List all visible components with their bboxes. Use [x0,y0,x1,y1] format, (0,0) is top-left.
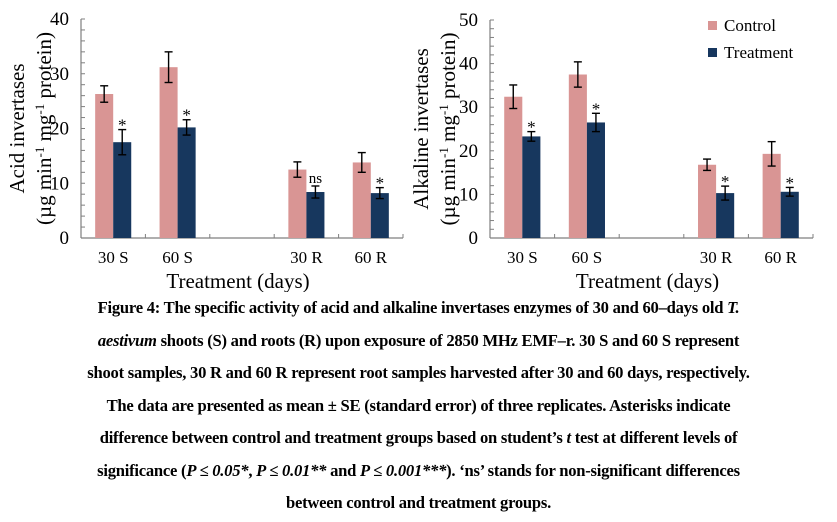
legend-swatch-treatment [708,48,717,57]
caption-line: between control and treatment groups. [0,487,837,520]
y-tick-label: 30 [459,97,478,118]
caption-italic: P ≤ 0.05* [186,460,249,480]
y-axis-label: Alkaline invertases (µg min-1 mg-1 protei… [409,32,461,225]
caption-line: aestivum shoots (S) and roots (R) upon e… [0,325,837,358]
bar-treatment [113,142,132,238]
x-tick-label: 60 R [764,248,797,267]
label-part: mg [436,115,460,148]
caption-line: The data are presented as mean ± SE (sta… [0,390,837,423]
y-axis-label-line1: Acid invertases [5,63,29,193]
x-axis-label: Treatment (days) [576,269,719,292]
bar-control [698,164,717,238]
caption-text: difference between control and treatment… [99,428,567,447]
x-tick-label: 60 S [572,248,603,267]
y-tick-label: 30 [50,64,69,85]
bar-treatment [780,191,799,238]
caption-text: and [326,460,360,480]
x-axis-label: Treatment (days) [166,269,309,292]
y-tick-label: 20 [459,141,478,162]
legend-label-treatment: Treatment [724,43,794,62]
y-tick-label: 20 [50,119,69,140]
superscript: -1 [436,104,451,115]
x-tick-label: 60 R [355,248,388,267]
caption-text: significance ( [97,460,187,480]
y-tick-label: 10 [50,173,69,194]
significance-label: * [592,99,601,118]
x-tick-label: 30 R [290,248,323,267]
caption-text: shoot samples, 30 R and 60 R represent r… [87,363,750,382]
superscript: -1 [436,147,451,158]
bar-control [95,94,114,238]
acid-invertase-chart: 0 10 20 30 40 30 S 60 S 30 R 60 R * * ns * Acid inver… [0,0,410,297]
label-part: protein) [436,32,460,104]
significance-label: * [721,172,730,191]
bar-treatment [522,136,541,238]
caption-line: Figure 4: The specific activity of acid … [0,292,837,325]
caption-line: shoot samples, 30 R and 60 R represent r… [0,357,837,390]
significance-label: ns [309,171,323,187]
caption-line: difference between control and treatment… [0,422,837,455]
caption-text: ). ‘ns’ stands for non-significant diffe… [446,460,740,480]
bar-treatment [177,127,196,238]
acid-invertase-chart-svg: 0 10 20 30 40 30 S 60 S 30 R 60 R * * ns * Acid inver… [5,9,404,293]
bar-treatment [586,122,605,238]
y-tick-label: 40 [459,54,478,75]
alkaline-invertase-chart: 0 10 20 30 40 50 30 S 60 S 30 R 60 R * * * * Alkaline … [409,0,837,297]
label-part: mg [32,114,56,147]
x-tick-label: 30 R [700,248,733,267]
superscript: -1 [32,147,47,158]
significance-label: * [118,116,127,135]
y-tick-label: 0 [469,228,479,249]
bar-control [568,74,587,238]
y-tick-label: 10 [459,184,478,205]
legend-swatch-control [708,21,717,30]
caption-text: shoots (S) and roots (R) upon exposure o… [156,330,740,350]
bar-treatment [716,193,735,238]
y-axis-label: Acid invertases (µg min-1 mg-1 protein) [5,32,56,225]
caption-italic: P ≤ 0.01** [256,460,327,480]
legend-label-control: Control [724,16,776,35]
caption-line: significance (P ≤ 0.05*, P ≤ 0.01** and … [0,455,837,488]
caption-italic: t [566,428,571,447]
label-part: (µg min [436,158,460,226]
y-axis-label-line2: (µg min-1 mg-1 protein) [436,32,461,225]
caption-italic: aestivum [97,330,157,350]
superscript: -1 [32,104,47,115]
bar-control [504,96,523,239]
caption-text: test at different levels of [570,428,738,447]
caption-italic: T. [727,298,740,317]
alkaline-invertase-chart-svg: 0 10 20 30 40 50 30 S 60 S 30 R 60 R * * * * Alkaline … [409,10,814,293]
bar-treatment [306,192,325,238]
label-part: protein) [32,32,56,104]
figure-caption: Figure 4: The specific activity of acid … [0,292,837,520]
bar-treatment [370,193,389,238]
significance-label: * [785,173,794,192]
significance-label: * [376,174,385,193]
caption-italic: P ≤ 0.001*** [360,460,447,480]
y-tick-label: 50 [459,10,478,31]
caption-text: between control and treatment groups. [286,493,551,512]
bar-control [288,169,307,238]
caption-text: Figure 4: The specific activity of acid … [97,298,728,317]
y-tick-label: 0 [60,228,70,249]
caption-text: The data are presented as mean ± SE (sta… [106,395,731,415]
significance-label: * [182,106,191,125]
bar-control [352,162,371,238]
x-tick-label: 30 S [98,248,129,267]
x-tick-label: 60 S [162,248,193,267]
bar-control [159,67,178,239]
y-axis-label-line1: Alkaline invertases [410,48,433,210]
y-axis-label-line2: (µg min-1 mg-1 protein) [32,32,57,225]
x-tick-label: 30 S [507,248,538,267]
bar-control [762,153,781,238]
y-tick-label: 40 [50,9,69,30]
significance-label: * [527,118,536,137]
label-part: (µg min [32,157,56,225]
caption-text: , [248,460,257,480]
